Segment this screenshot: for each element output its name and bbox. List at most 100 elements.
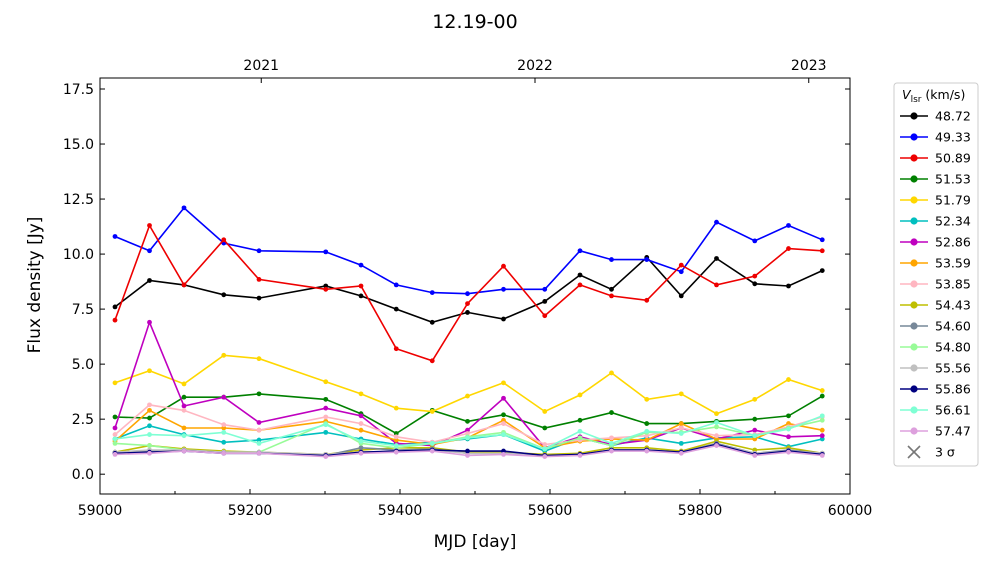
y-tick-label: 15.0 [63, 137, 94, 153]
data-point [752, 436, 758, 442]
data-point [358, 262, 364, 268]
data-point [465, 393, 470, 399]
data-point [577, 282, 583, 288]
x-tick-label: 59400 [378, 503, 423, 519]
data-point [542, 454, 548, 459]
legend-swatch-marker [910, 238, 918, 246]
x-tick-label: 59800 [678, 503, 723, 519]
data-point [678, 421, 684, 426]
legend-entry: 53.59 [900, 256, 971, 271]
data-point [256, 437, 262, 443]
y-tick-label: 5.0 [72, 357, 94, 373]
data-point [256, 427, 262, 433]
data-point [221, 352, 227, 358]
legend-entry: 51.53 [900, 172, 971, 187]
data-point [542, 313, 548, 319]
data-point [323, 405, 329, 411]
data-point [542, 442, 548, 447]
data-point [678, 425, 684, 431]
data-point [819, 413, 825, 419]
data-point [714, 282, 719, 288]
legend-swatch-marker [910, 427, 918, 435]
data-point [819, 453, 825, 458]
data-point [714, 411, 719, 417]
data-point [112, 451, 118, 457]
data-point [714, 424, 719, 430]
legend-label: 51.53 [935, 172, 971, 187]
data-point [181, 425, 187, 431]
data-point [323, 283, 329, 289]
legend-entry: 54.43 [900, 298, 971, 313]
legend-swatch-marker [910, 196, 918, 204]
data-point [465, 418, 470, 424]
data-point [577, 417, 583, 423]
legend-label: 50.89 [935, 151, 971, 166]
legend-swatch-marker [910, 406, 918, 414]
data-point [256, 276, 262, 282]
data-point [358, 445, 364, 451]
data-point [752, 447, 758, 453]
legend-title: Vlsr (km/s) [902, 87, 965, 105]
legend-swatch-marker [910, 259, 918, 267]
plot-area: 59000 59200 59400 59600 59800 60000 0.0 2.5 5.0 7… [63, 58, 872, 519]
data-point [644, 396, 650, 402]
data-point [678, 391, 684, 397]
data-point [256, 356, 262, 362]
legend-label: 48.72 [935, 109, 971, 124]
data-point [465, 435, 470, 441]
data-point [542, 286, 548, 292]
data-point [393, 437, 399, 443]
legend-entry: 55.86 [900, 382, 971, 397]
data-point [819, 248, 825, 254]
top-year-label: 2021 [243, 58, 279, 74]
data-point [323, 249, 329, 255]
data-point [112, 317, 118, 323]
data-point [358, 421, 364, 426]
legend-entry: 54.60 [900, 319, 971, 334]
legend-swatch-marker [910, 175, 918, 183]
data-point [465, 301, 470, 307]
legend-entry: 57.47 [900, 424, 971, 439]
data-point [147, 432, 152, 437]
series-56-61 [112, 413, 825, 452]
data-point [147, 402, 152, 408]
legend-label: 57.47 [935, 424, 971, 439]
series-line [114, 415, 823, 450]
data-point [112, 380, 118, 386]
series-line [114, 444, 823, 458]
data-point [181, 407, 187, 413]
data-point [358, 450, 364, 456]
data-point [752, 396, 758, 402]
legend-label: 54.80 [935, 340, 971, 355]
data-point [358, 413, 364, 419]
data-point [577, 453, 583, 458]
data-point [714, 443, 719, 448]
data-point [221, 394, 227, 400]
legend-label: 49.33 [935, 130, 971, 145]
data-point [609, 410, 614, 415]
series-52-86 [112, 319, 825, 451]
legend-swatch-marker [910, 112, 918, 120]
data-point [609, 448, 614, 454]
legend-swatch-marker [910, 280, 918, 288]
legend-entry: 52.86 [900, 235, 971, 250]
x-tick-label: 59200 [228, 503, 273, 519]
data-point [393, 405, 399, 411]
data-point [358, 438, 364, 444]
legend-label: 54.60 [935, 319, 971, 334]
data-point [577, 428, 583, 434]
data-point [501, 286, 506, 292]
legend-label: 3 σ [935, 445, 955, 460]
data-point [393, 449, 399, 455]
data-point [358, 391, 364, 397]
data-point [786, 434, 791, 440]
chart-title: 12.19-00 [432, 11, 517, 33]
data-point [786, 246, 791, 251]
data-point [678, 440, 684, 446]
series-51-79 [112, 352, 825, 417]
data-point [714, 256, 719, 261]
y-tick-label: 2.5 [72, 412, 94, 428]
data-point [112, 440, 118, 446]
data-point [577, 248, 583, 254]
legend-label: 53.59 [935, 256, 971, 271]
